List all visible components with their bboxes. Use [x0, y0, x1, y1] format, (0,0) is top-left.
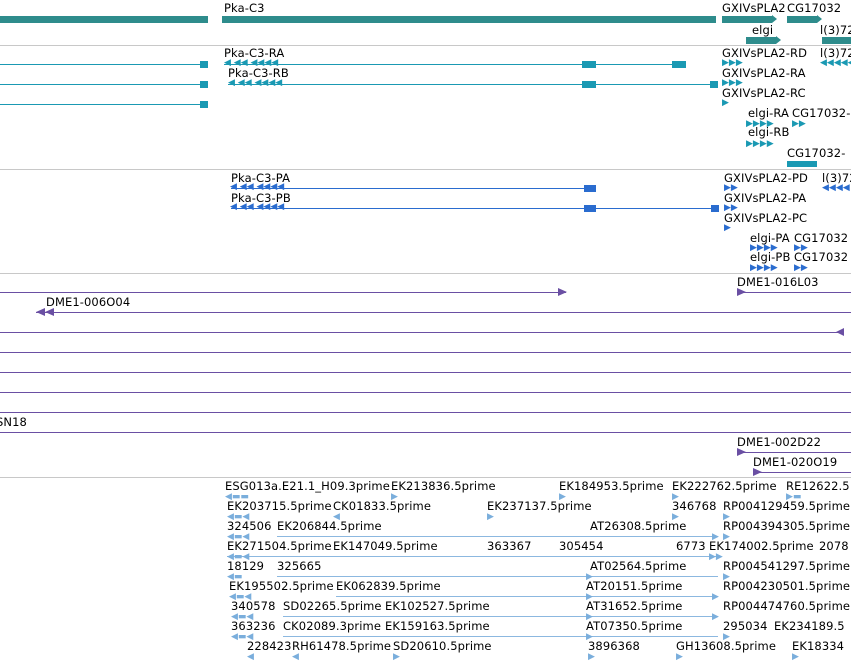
est-label[interactable]: EK234189.5 — [774, 619, 845, 633]
est-label[interactable]: 18129 — [227, 559, 265, 573]
gene-glyph[interactable] — [0, 16, 208, 23]
cds-glyph[interactable] — [231, 208, 719, 209]
cds-label[interactable]: elgi-PB — [750, 250, 791, 264]
bac-label[interactable]: SN18 — [0, 415, 27, 429]
cds-label[interactable]: GXIVsPLA2-PC — [724, 211, 808, 225]
cds-label[interactable]: Pka-C3-PA — [231, 171, 291, 185]
est-label[interactable]: EK174002.5prime — [709, 539, 814, 553]
est-label[interactable]: 340578 — [231, 599, 276, 613]
est-label[interactable]: 324506 — [227, 519, 272, 533]
est-label[interactable]: EK147049.5prime — [333, 539, 438, 553]
est-label[interactable]: 346768 — [672, 499, 717, 513]
est-label[interactable]: RP004474760.5prime — [723, 599, 851, 613]
est-label[interactable]: 363236 — [231, 619, 276, 633]
track-divider — [0, 169, 851, 170]
bac-label[interactable]: DME1-016L03 — [737, 275, 819, 289]
est-label[interactable]: RP004394305.5prime — [723, 519, 851, 533]
transcript-label[interactable]: CG17032- — [792, 106, 851, 120]
est-label[interactable]: EK159163.5prime — [385, 619, 490, 633]
est-label[interactable]: EK184953.5prime — [559, 479, 664, 493]
bac-glyph[interactable] — [0, 432, 851, 433]
bac-label[interactable]: DME1-006O04 — [46, 295, 131, 309]
track-divider — [0, 45, 851, 46]
cds-label[interactable]: GXIVsPLA2-PD — [724, 171, 808, 185]
transcript-label[interactable]: elgi-RA — [748, 106, 790, 120]
cds-label[interactable]: l(3)72 — [822, 171, 851, 185]
est-label[interactable]: RH61478.5prime — [292, 639, 392, 653]
gene-glyph[interactable] — [822, 37, 851, 44]
est-label[interactable]: RP004230501.5prime — [723, 579, 851, 593]
transcript-label[interactable]: CG17032- — [787, 146, 846, 160]
transcript-label[interactable]: Pka-C3-RB — [228, 66, 289, 80]
cds-glyph[interactable] — [231, 188, 595, 189]
cds-label[interactable]: CG17032 — [794, 250, 849, 264]
est-label[interactable]: RP004541297.5prime — [723, 559, 851, 573]
bac-label[interactable]: DME1-002D22 — [737, 435, 822, 449]
bac-glyph[interactable] — [737, 452, 851, 453]
est-label[interactable]: EK271504.5prime — [227, 539, 332, 553]
transcript-label[interactable]: l(3)72 — [820, 46, 851, 60]
bac-label[interactable]: DME1-020O19 — [753, 455, 838, 469]
est-label[interactable]: AT07350.5prime — [586, 619, 683, 633]
est-label[interactable]: GH13608.5prime — [676, 639, 777, 653]
gene-label[interactable]: Pka-C3 — [224, 1, 265, 15]
bac-glyph[interactable] — [36, 312, 851, 313]
transcript-label[interactable]: GXIVsPLA2-RA — [722, 66, 806, 80]
est-label[interactable]: AT02564.5prime — [590, 559, 687, 573]
gene-glyph[interactable] — [746, 37, 776, 44]
transcript-label[interactable]: GXIVsPLA2-RD — [722, 46, 808, 60]
gene-label[interactable]: GXIVsPLA2 — [722, 1, 786, 15]
transcript-label[interactable]: elgi-RB — [748, 125, 790, 139]
cds-label[interactable]: GXIVsPLA2-PA — [724, 191, 807, 205]
est-label[interactable]: EK206844.5prime — [277, 519, 382, 533]
est-label[interactable]: SD20610.5prime — [393, 639, 492, 653]
est-label[interactable]: ESG013a.E21.1_H09.3prime — [225, 479, 390, 493]
est-label[interactable]: 2078 — [819, 539, 849, 553]
est-label[interactable]: EK237137.5prime — [487, 499, 592, 513]
gene-glyph[interactable] — [222, 16, 716, 23]
cds-label[interactable]: elgi-PA — [750, 231, 790, 245]
cds-label[interactable]: CG17032 — [794, 231, 849, 245]
est-label[interactable]: 3896368 — [588, 639, 640, 653]
est-label[interactable]: EK18334 — [792, 639, 845, 653]
track-divider — [0, 477, 851, 478]
est-label[interactable]: SD02265.5prime — [283, 599, 382, 613]
gene-glyph[interactable] — [722, 16, 772, 23]
transcript-glyph[interactable] — [224, 64, 686, 65]
est-label[interactable]: 305454 — [559, 539, 604, 553]
est-label[interactable]: EK222762.5prime — [672, 479, 777, 493]
est-label[interactable]: 228423 — [247, 639, 292, 653]
gene-glyph[interactable] — [787, 16, 817, 23]
est-label[interactable]: 6773 — [676, 539, 706, 553]
transcript-label[interactable]: GXIVsPLA2-RC — [722, 86, 806, 100]
est-label[interactable]: AT20151.5prime — [586, 579, 683, 593]
cds-label[interactable]: Pka-C3-PB — [231, 191, 291, 205]
est-label[interactable]: EK213836.5prime — [391, 479, 496, 493]
est-label[interactable]: EK195502.5prime — [229, 579, 334, 593]
gene-label[interactable]: CG17032 — [787, 1, 842, 15]
est-label[interactable]: 295034 — [723, 619, 768, 633]
bac-glyph[interactable] — [737, 292, 851, 293]
transcript-label[interactable]: Pka-C3-RA — [224, 46, 285, 60]
est-label[interactable]: RP004129459.5prime — [723, 499, 851, 513]
gene-label[interactable]: elgi — [752, 23, 774, 37]
est-label[interactable]: CK02089.3prime — [283, 619, 382, 633]
est-label[interactable]: EK062839.5prime — [336, 579, 441, 593]
est-label[interactable]: 363367 — [487, 539, 532, 553]
track-divider — [0, 273, 851, 274]
est-label[interactable]: AT26308.5prime — [590, 519, 687, 533]
gene-label[interactable]: l(3)72 — [820, 23, 851, 37]
transcript-glyph[interactable] — [228, 84, 718, 85]
est-label[interactable]: AT31652.5prime — [586, 599, 683, 613]
est-label[interactable]: CK01833.5prime — [333, 499, 432, 513]
est-label[interactable]: EK203715.5prime — [227, 499, 332, 513]
est-label[interactable]: RE12622.5 — [786, 479, 850, 493]
est-label[interactable]: EK102527.5prime — [385, 599, 490, 613]
est-label[interactable]: 325665 — [277, 559, 322, 573]
bac-glyph[interactable] — [753, 472, 851, 473]
